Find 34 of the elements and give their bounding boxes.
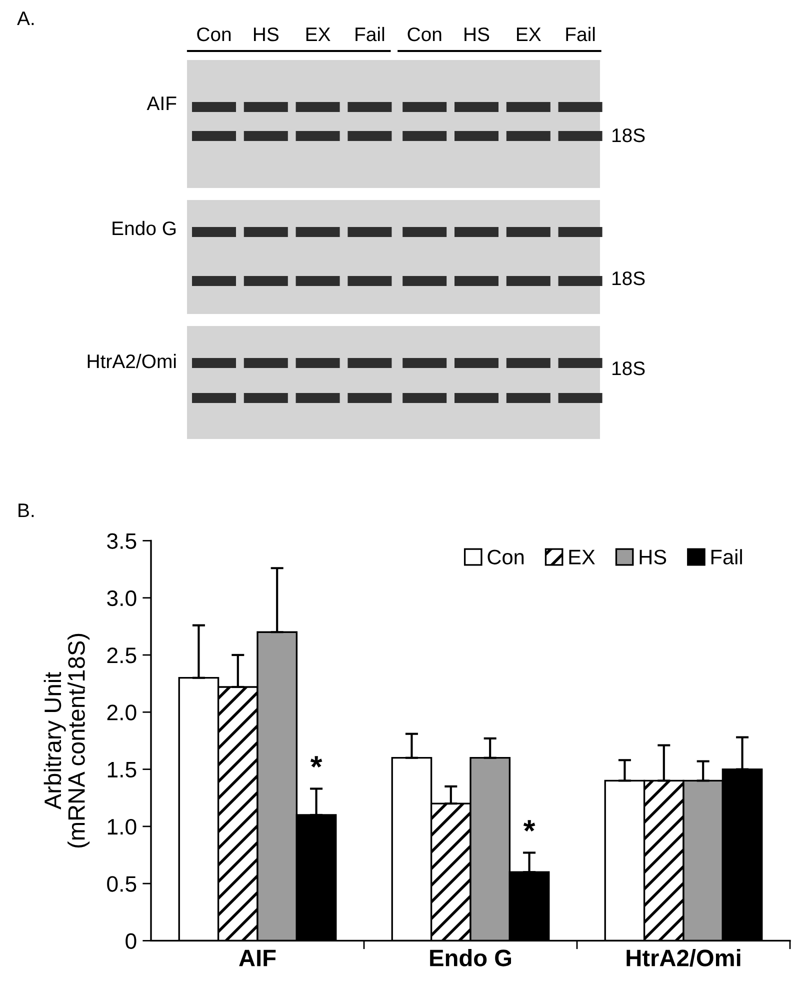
text: HS [254,27,279,42]
text: AIF [146,96,176,110]
chart-title: B. [18,504,34,518]
text: A. [17,12,34,26]
text: Con [408,27,442,42]
legend-label: Con [488,550,524,564]
text: HtrA2/Omi [88,354,176,368]
y-tick-label: 2.5 [107,648,136,664]
text: Fail [566,26,595,42]
text: HS [464,27,490,42]
legend-label: Fail [711,549,742,564]
x-tick-label: HtrA2/Omi [626,949,740,967]
x-tick-label: AIF [239,950,276,966]
y-tick-label: 2.0 [107,704,136,720]
text: 18S [612,361,645,376]
legend-label: EX [569,550,595,564]
legend-label: HS [640,550,666,564]
text: Fail [356,26,384,42]
y-tick-label: 0 [126,933,136,949]
y-tick-label: 3.0 [107,590,136,606]
y-tick-label: 1.5 [108,762,136,778]
y-axis-title: Arbitrary Unit (mRNA content/18S) [44,634,90,848]
text: 18S [612,128,645,142]
x-tick-label: Endo G [430,949,512,966]
text: 18S [612,271,645,286]
y-tick-label: 0.5 [107,876,136,892]
annotation: * [523,820,536,832]
y-tick-label: 1.0 [108,818,136,835]
text: Endo G [112,220,176,236]
text: EX [517,28,541,42]
y-tick-label: 3.5 [107,533,136,549]
text: Con [197,27,231,42]
annotation: * [310,756,322,768]
text: EX [306,28,330,42]
